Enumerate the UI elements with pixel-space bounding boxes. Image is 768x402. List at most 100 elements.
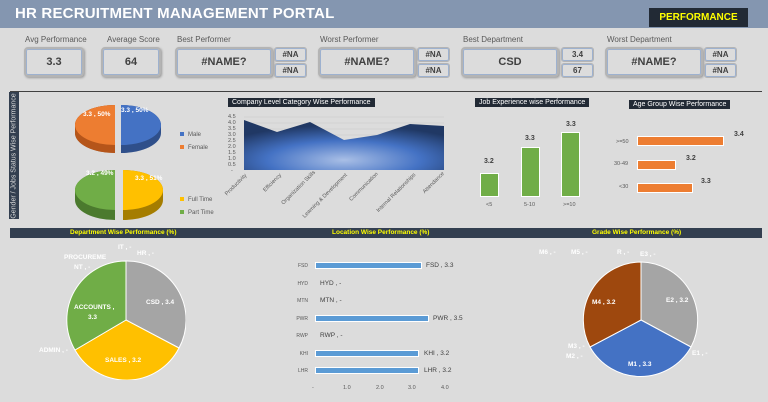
age-bar-value: 3.2 (686, 155, 696, 162)
y-tick: 1.5 (228, 150, 236, 156)
bottom-section-header: Department Wise Performance (%) Location… (10, 228, 762, 238)
y-tick: - (231, 168, 233, 174)
legend-female: Female (180, 145, 208, 151)
loc-val: KHI , 3.2 (424, 350, 450, 357)
legend-female-swatch (180, 145, 184, 150)
grade-m4-label: M4 , 3.2 (592, 299, 616, 306)
department-pie-chart (66, 260, 186, 380)
y-tick: 2.5 (228, 138, 236, 144)
kpi-average-score-label: Average Score (107, 35, 160, 44)
x-tick: 3.0 (408, 385, 416, 391)
legend-male: Male (180, 132, 201, 138)
loc-bar-pwr (315, 315, 429, 322)
job-experience-chart-title: Job Experience wise Performance (475, 98, 590, 107)
loc-cat: KHI (299, 351, 308, 357)
y-tick: 3.5 (228, 126, 236, 132)
legend-part-time: Part Time (180, 210, 214, 216)
x-tick: Communication (348, 171, 380, 203)
x-tick: Efficiency (262, 172, 284, 194)
x-tick: - (312, 385, 314, 391)
grade-m2-label: M2 , - (566, 353, 583, 360)
age-bar-gte50 (637, 136, 724, 146)
tab-performance[interactable]: PERFORMANCE (649, 8, 748, 27)
grade-e2-label: E2 , 3.2 (666, 297, 689, 304)
legend-full-time: Full Time (180, 197, 212, 203)
kpi-worst-department-sub2: #NA (704, 63, 737, 78)
kpi-best-performer-value: #NAME? (175, 47, 273, 77)
job-bar-gte10 (561, 132, 580, 197)
kpi-worst-performer-label: Worst Performer (320, 35, 379, 44)
kpi-worst-performer-sub2: #NA (417, 63, 450, 78)
grade-m3-label: M3 , - (568, 343, 585, 350)
y-tick: 0.5 (228, 162, 236, 168)
gender-male-label: 3.3 , 50% (121, 107, 149, 114)
loc-cat: PWR (296, 316, 308, 322)
x-tick: 4.0 (441, 385, 449, 391)
loc-cat: FSD (298, 263, 308, 269)
kpi-best-department-sub2: 67 (561, 63, 594, 78)
loc-cat: LHR (297, 368, 308, 374)
y-tick: 1.0 (228, 156, 236, 162)
dept-accounts-label: ACCOUNTS , (74, 304, 115, 311)
job-bar-lt5 (480, 173, 499, 197)
side-label-text: Gender / Jobs Status Wise Performance (10, 92, 18, 219)
age-bar-cat: <30 (619, 184, 629, 190)
loc-bar-lhr (315, 367, 419, 374)
kpi-avg-performance-label: Avg Performance (25, 35, 87, 44)
job-bar-5-10 (521, 147, 540, 197)
loc-val: RWP , - (320, 332, 343, 339)
loc-val: HYD , - (320, 280, 342, 287)
kpi-best-performer-label: Best Performer (177, 35, 231, 44)
kpi-avg-performance-value: 3.3 (24, 47, 84, 77)
x-tick: 2.0 (376, 385, 384, 391)
job-parttime-label: 3.2 , 49% (86, 170, 114, 177)
gender-pie-chart (75, 105, 161, 153)
dept-sales-label: SALES , 3.2 (105, 357, 142, 364)
job-fulltime-label: 3.3 , 51% (135, 175, 163, 182)
loc-cat: HYD (297, 281, 308, 287)
loc-cat: RWP (296, 333, 308, 339)
x-tick: Organization Skills (280, 169, 317, 207)
age-group-chart-title: Age Group Wise Performance (629, 100, 731, 109)
loc-cat: MTN (297, 298, 308, 304)
kpi-average-score-value: 64 (101, 47, 161, 77)
job-bar-value: 3.3 (566, 121, 576, 128)
x-tick: Internal Relationships (375, 172, 418, 214)
dept-admin-label: ADMIN , - (39, 347, 68, 354)
loc-val: MTN , - (320, 297, 342, 304)
grade-chart-title: Grade Wise Performance (%) (592, 229, 682, 236)
kpi-best-department-sub1: 3.4 (561, 47, 594, 62)
y-tick: 4.0 (228, 120, 236, 126)
job-bar-value: 3.3 (525, 135, 535, 142)
section-divider (10, 91, 762, 92)
dept-csd-label: CSD , 3.4 (146, 299, 175, 306)
area-chart-plot (244, 116, 444, 170)
kpi-worst-performer-value: #NAME? (318, 47, 416, 77)
job-bar-cat: >=10 (563, 202, 576, 208)
kpi-worst-department-label: Worst Department (607, 35, 672, 44)
kpi-best-department-label: Best Department (463, 35, 524, 44)
y-tick: 4.5 (228, 114, 236, 120)
gender-female-label: 3.3 , 50% (83, 111, 111, 118)
loc-val: PWR , 3.5 (433, 315, 463, 322)
y-tick: 3.0 (228, 132, 236, 138)
x-tick: 1.0 (343, 385, 351, 391)
legend-parttime-swatch (180, 210, 184, 215)
kpi-best-department-value: CSD (461, 47, 559, 77)
grade-m6-label: M6 , - (539, 249, 556, 256)
dept-accounts-value: 3.3 (88, 314, 98, 321)
grade-m1-label: M1 , 3.3 (628, 361, 652, 368)
side-label: Gender / Jobs Status Wise Performance (9, 92, 19, 219)
kpi-worst-department-value: #NAME? (605, 47, 703, 77)
dept-chart-title: Department Wise Performance (%) (70, 229, 177, 236)
x-tick: Productivity (224, 172, 249, 198)
header-bar: HR RECRUITMENT MANAGEMENT PORTAL PERFORM… (0, 0, 768, 28)
legend-fulltime-swatch (180, 197, 184, 202)
dept-procurement-value: NT , - (74, 264, 91, 271)
age-bar-value: 3.3 (701, 178, 711, 185)
kpi-worst-department-sub1: #NA (704, 47, 737, 62)
age-bar-cat: 30-49 (614, 161, 629, 167)
job-bar-cat: <5 (486, 202, 493, 208)
grade-e3-label: E3 , - (640, 251, 656, 258)
kpi-worst-performer-sub1: #NA (417, 47, 450, 62)
